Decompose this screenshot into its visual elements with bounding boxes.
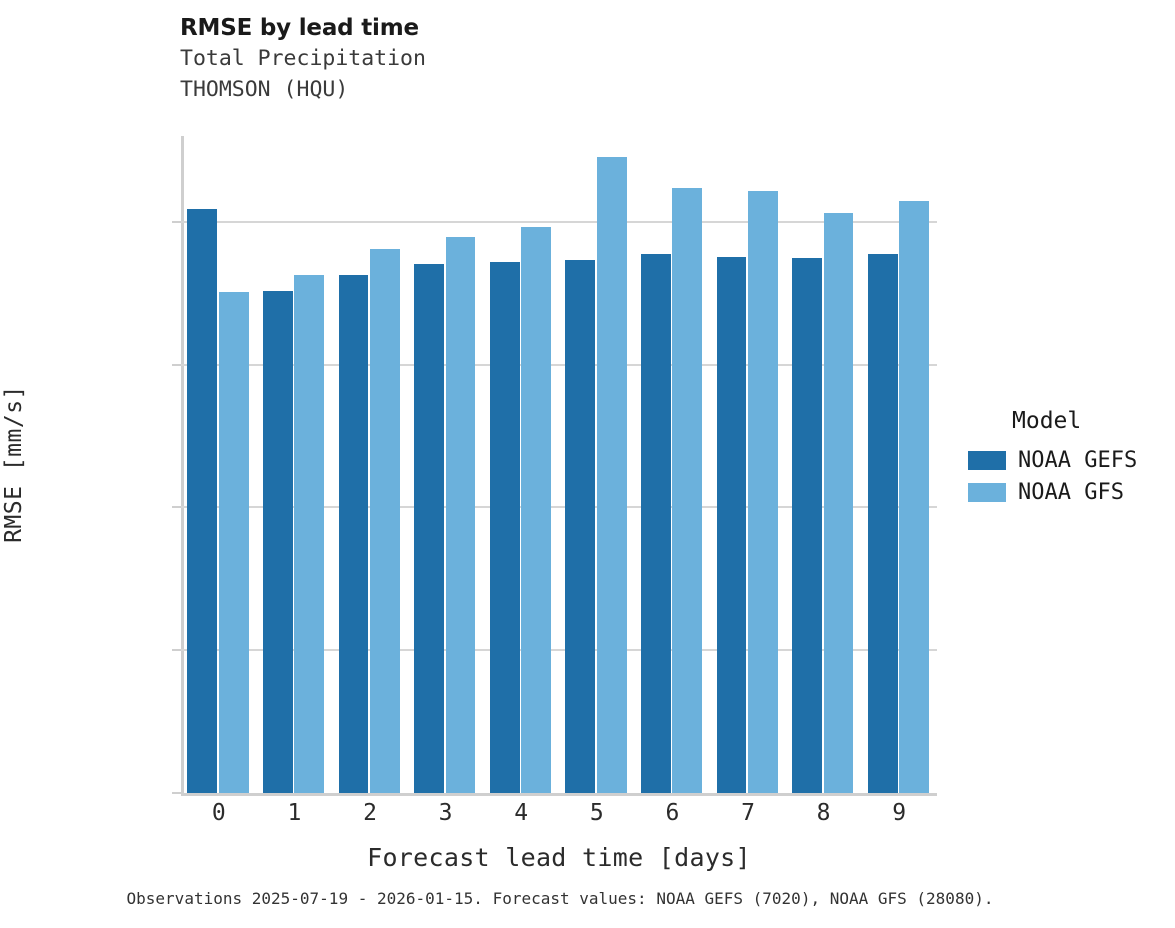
plot-inner [172,136,937,796]
bar [823,212,854,793]
chart-subtitle: Total Precipitation [180,45,426,71]
bar [294,275,325,793]
bar [489,262,520,793]
legend-title: Model [1012,408,1082,434]
y-axis-tick [172,363,181,366]
bar [596,157,627,793]
x-axis-tick-label: 7 [741,800,755,826]
bar [716,256,747,793]
y-axis-line [181,136,184,793]
y-gridline [181,363,937,366]
bar [565,259,596,793]
y-axis-tick [172,792,181,794]
page-title: RMSE by lead time [180,15,419,41]
bar [867,253,898,793]
legend-swatch-icon [968,451,1006,470]
y-axis-tick [172,506,181,509]
bar [672,188,703,793]
bar [899,201,930,793]
y-axis-tick [172,220,181,223]
x-axis-tick-label: 9 [892,800,907,826]
x-axis-line [181,793,937,796]
legend-item-label: NOAA GEFS [1018,448,1138,473]
bar [641,253,671,793]
y-gridline [181,220,937,223]
bar [748,191,778,793]
x-axis-tick-label: 8 [816,800,831,826]
legend-item-label: NOAA GFS [1018,480,1124,505]
x-axis-tick-label: 1 [287,800,302,826]
x-axis-tick-label: 2 [363,800,377,826]
x-axis-title: Forecast lead time [days] [367,843,751,872]
bar [263,291,293,793]
y-axis-title: RMSE [mm/s] [1,385,27,543]
legend-item[interactable]: NOAA GFS [968,480,1137,505]
legend-item[interactable]: NOAA GEFS [968,448,1137,473]
legend-rows: NOAA GEFS NOAA GFS [968,448,1137,505]
x-axis-tick-label: 3 [438,800,453,826]
y-gridline [181,506,937,509]
x-axis-tick-label: 5 [589,800,604,826]
legend-swatch-icon [968,483,1006,502]
bar [445,236,476,793]
bar [187,208,218,793]
chart-footnote: Observations 2025-07-19 - 2026-01-15. Fo… [126,889,994,908]
y-gridline [181,649,937,652]
bar [521,226,552,793]
legend: Model NOAA GEFS NOAA GFS [968,408,1137,512]
x-axis-tick-label: 6 [665,800,680,826]
chart-station-label: THOMSON (HQU) [180,76,349,102]
bar [218,292,249,793]
x-axis-tick-label: 4 [514,800,529,826]
bar [414,263,445,793]
y-axis-tick [172,649,181,652]
bar [338,275,369,793]
chart-title-block: RMSE by lead time Total Precipitation TH… [180,14,880,105]
plot-area: 0.000000.000050.000100.000150.0002001234… [172,136,937,826]
bar [370,248,400,793]
x-axis-tick-label: 0 [211,800,226,826]
bar [792,257,823,793]
